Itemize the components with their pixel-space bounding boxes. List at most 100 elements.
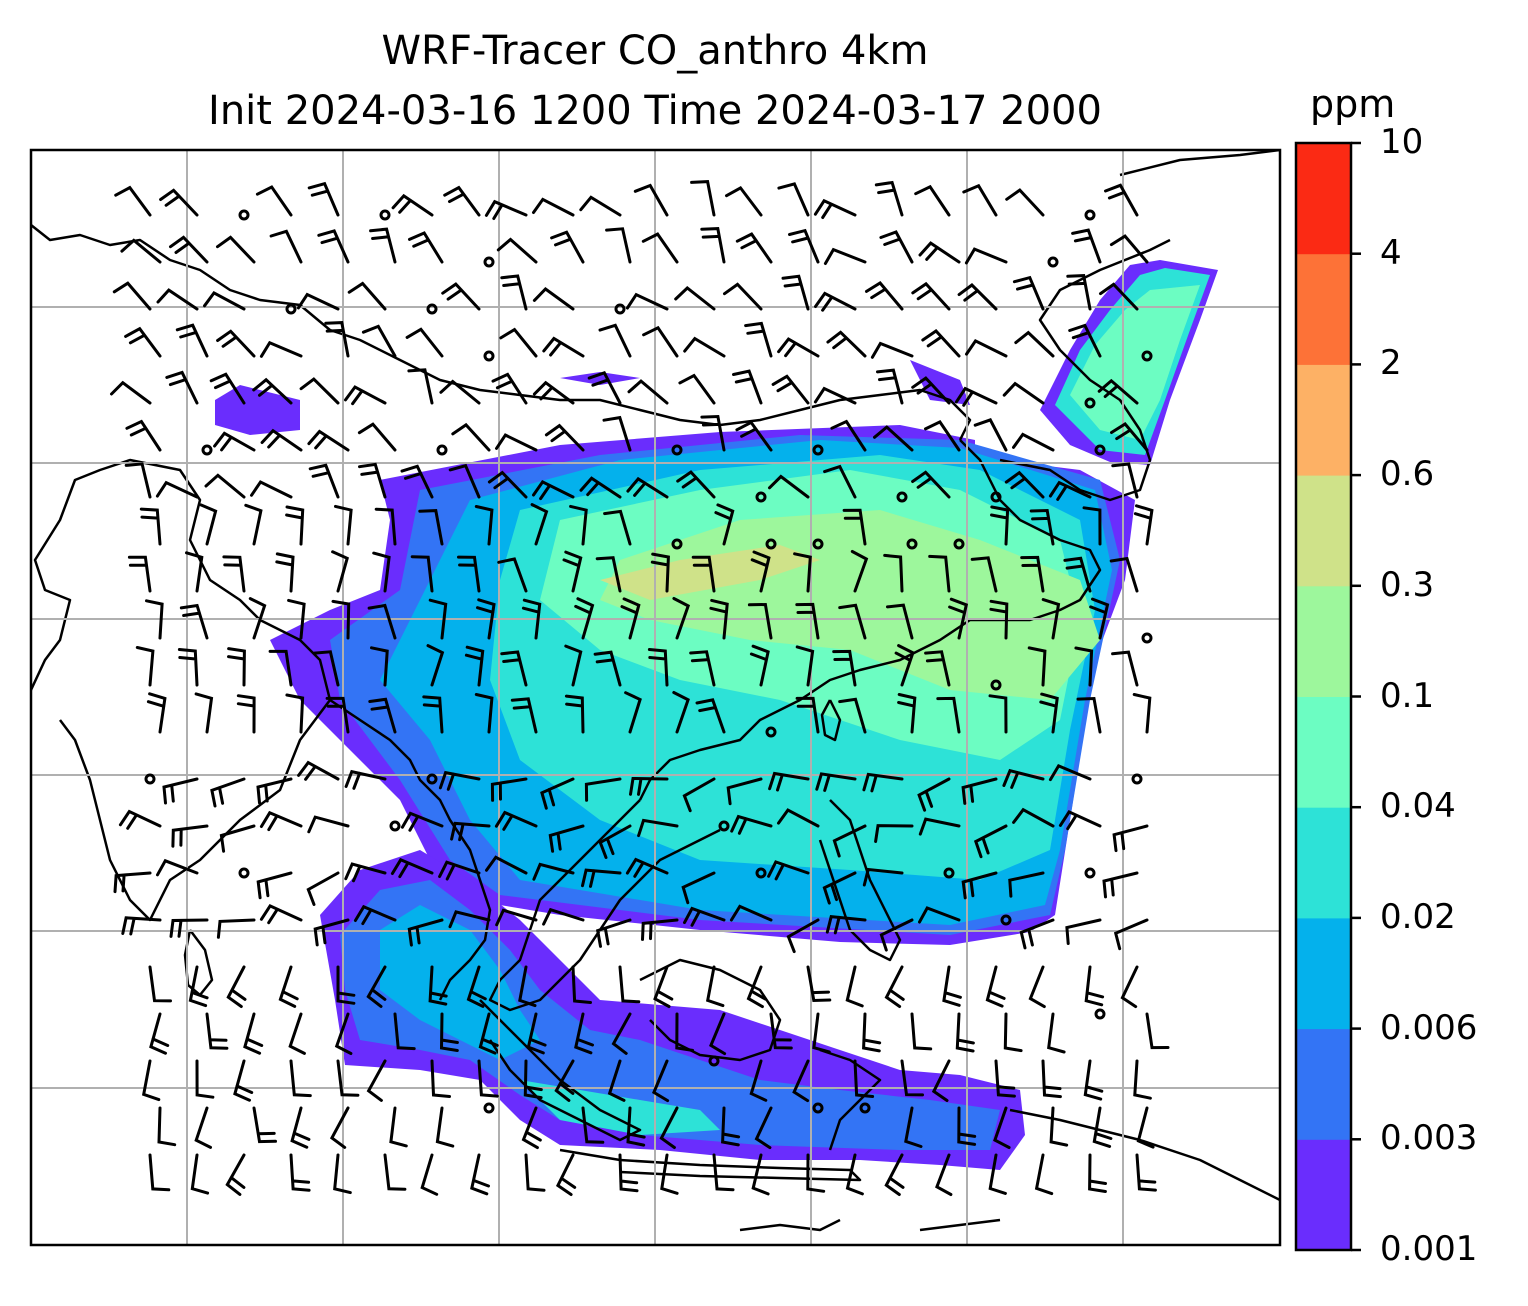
wind-barb (884, 965, 905, 1008)
colorbar-tick-label: 0.1 (1380, 675, 1435, 716)
colorbar-tick-label: 0.3 (1380, 564, 1435, 605)
wind-barb (448, 463, 481, 499)
wind-calm-circle (483, 1102, 495, 1114)
wind-barb (1034, 1153, 1054, 1196)
wind-barb (574, 597, 595, 640)
coast-taiwan (820, 699, 842, 742)
wind-barb (148, 965, 172, 1003)
wind-barb (194, 1106, 212, 1149)
wind-barb (853, 1059, 875, 1098)
wind-barb (924, 419, 961, 452)
wind-barb (149, 1012, 170, 1055)
wind-calm-circle (1000, 914, 1012, 926)
wind-barb (700, 227, 726, 264)
wind-barb (682, 777, 716, 813)
wind-barb (410, 555, 434, 593)
wind-barb (788, 228, 820, 264)
wind-calm-circle (614, 303, 626, 315)
wind-barb (156, 288, 199, 311)
wind-barb (989, 599, 1009, 640)
wind-calm-circle (755, 491, 767, 503)
wind-barb (268, 649, 293, 687)
wind-barb (205, 1012, 229, 1050)
wind-barb (139, 507, 162, 546)
wind-barb (441, 282, 481, 311)
wind-barb (495, 908, 538, 927)
wind-barb (579, 195, 622, 217)
wind-calm-circle (990, 491, 1002, 503)
wind-barb (438, 770, 481, 791)
wind-barb (548, 824, 585, 853)
wind-barb (177, 648, 199, 687)
concentration-field (215, 260, 1218, 1170)
wind-barb (532, 479, 575, 501)
wind-barb (918, 241, 961, 264)
wind-barb (439, 1012, 459, 1052)
wind-barb (985, 965, 1006, 1008)
wind-calm-circle (859, 1102, 871, 1114)
wind-barb (1027, 646, 1047, 687)
plume-patch-2 (560, 372, 640, 385)
wind-barb (1084, 965, 1105, 1007)
wind-barb (678, 373, 716, 405)
wind-barb (564, 644, 583, 687)
wind-calm-circle (483, 256, 495, 268)
wind-barb (542, 907, 585, 926)
wind-barb (904, 1106, 923, 1148)
wind-barb (554, 1059, 575, 1102)
wind-barb (148, 1153, 171, 1192)
wind-barb (308, 463, 340, 499)
wind-barb (448, 910, 491, 929)
wind-barb (450, 821, 491, 842)
wind-barb (127, 555, 152, 593)
wind-barb (942, 965, 962, 1007)
wind-barb (145, 599, 164, 640)
wind-barb (602, 415, 632, 452)
wind-barb (366, 965, 387, 1008)
wind-barb (169, 235, 209, 264)
wind-barb (353, 904, 397, 926)
wind-barb (299, 377, 340, 405)
wind-barb (226, 965, 247, 1008)
wind-barb (118, 809, 162, 830)
wind-barb (313, 918, 350, 947)
wind-barb (813, 386, 857, 405)
wind-barb (1113, 918, 1149, 951)
coast-india (31, 458, 332, 922)
wind-barb (521, 598, 542, 640)
wind-barb (777, 808, 820, 828)
colorbar-tick-label: 0.001 (1380, 1229, 1478, 1269)
wind-barb (313, 650, 340, 687)
wind-barb (532, 380, 575, 405)
wind-barb (1074, 646, 1094, 687)
wind-barb (1112, 824, 1149, 853)
wind-barb (250, 480, 293, 499)
wind-barb (850, 550, 869, 593)
wind-barb (190, 1153, 210, 1195)
wind-barb (260, 428, 303, 452)
wind-barb (605, 227, 632, 264)
wind-calm-circle (812, 444, 824, 456)
wind-barb (689, 650, 716, 687)
wind-barb (1136, 1106, 1155, 1149)
wind-barb (911, 281, 951, 311)
wind-calm-circle (1084, 209, 1096, 221)
wind-barb (1066, 274, 1092, 311)
wind-barb (862, 772, 904, 793)
wind-barb (862, 867, 904, 887)
wind-barb (418, 509, 444, 546)
wind-barb (383, 1153, 407, 1191)
wind-barb (288, 1012, 306, 1055)
coast-russia (1119, 150, 1280, 177)
wind-barb (825, 914, 867, 935)
wind-barb (179, 603, 209, 640)
wind-barb (988, 694, 1008, 734)
wind-barb (510, 697, 538, 734)
wind-barb (1041, 598, 1061, 640)
wind-barb (248, 597, 267, 640)
wind-barb (124, 326, 162, 358)
wind-calm-circle (436, 444, 448, 456)
colorbar-tick-label: 0.04 (1380, 786, 1456, 827)
wind-barb (344, 385, 387, 406)
